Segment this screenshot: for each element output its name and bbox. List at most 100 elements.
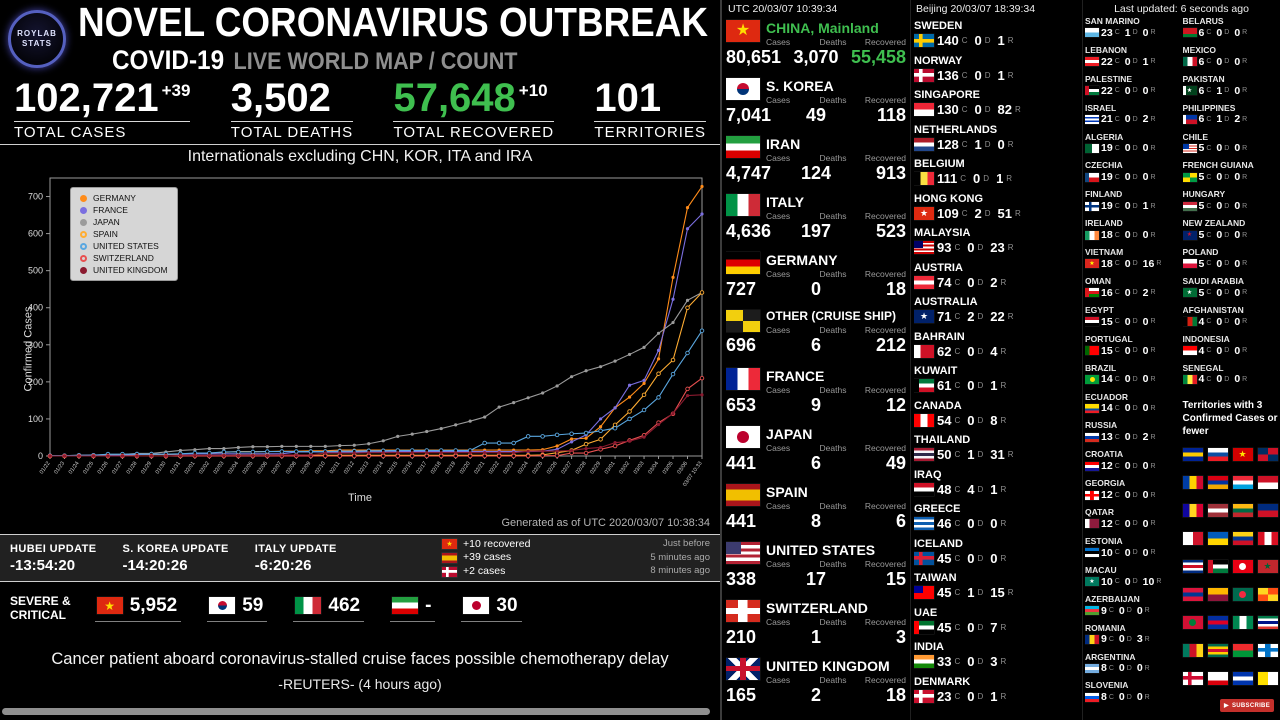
logo-text-line2: STATS [21, 39, 53, 48]
series-marker-japan [642, 345, 646, 349]
unit-r: R [1144, 693, 1150, 701]
recovered-label: Recovered [864, 211, 906, 222]
iran-flag-icon [726, 136, 760, 158]
series-marker-united-states [294, 449, 299, 454]
territory-flag-icon [1232, 615, 1253, 629]
series-marker-united-kingdom [598, 445, 603, 450]
japan-flag-icon [726, 426, 760, 448]
country-name: OMAN [1085, 277, 1111, 287]
unit-d: D [1224, 144, 1230, 152]
deaths-value: 0 [810, 279, 821, 300]
series-marker-japan [381, 439, 385, 443]
total-recovered-numbers: 57,648 +10 [393, 78, 554, 118]
territory-flag-icon [1207, 475, 1228, 489]
recovered-value: 913 [875, 163, 906, 184]
unit-r: R [1000, 484, 1007, 494]
series-marker-united-kingdom [685, 393, 690, 398]
series-marker-united-states [583, 430, 589, 436]
azerbaijan-flag-icon [1085, 606, 1099, 616]
series-marker-united-kingdom [352, 451, 356, 455]
count-r: 7 [990, 619, 998, 635]
country-name: VIETNAM [1085, 248, 1124, 258]
unit-c: C [954, 484, 961, 494]
country-name: ALGERIA [1085, 132, 1124, 142]
severe-item-japan: 30 [461, 595, 522, 622]
country-name: BELARUS [1182, 17, 1224, 26]
sweden-flag-icon [914, 34, 934, 48]
update-label: HUBEI UPDATE [10, 542, 97, 555]
country-name: PORTUGAL [1085, 334, 1133, 344]
x-tick-label: 02/01 [184, 461, 197, 476]
x-tick-label: 01/30 [155, 461, 168, 476]
series-marker-japan [483, 415, 487, 419]
country-row-indonesia: INDONESIA 4 C 0 D 0 R [1182, 335, 1279, 364]
cases-label: Cases [766, 559, 791, 570]
header: ROYLAB STATS NOVEL CORONAVIRUS OUTBREAK … [0, 0, 720, 78]
deaths-label: Deaths [819, 269, 847, 280]
china-flag-icon: ★ [96, 597, 123, 614]
series-marker-japan [598, 365, 603, 369]
unit-r: R [1156, 260, 1162, 268]
event-time: 8 minutes ago [650, 565, 710, 577]
series-marker-united-kingdom [338, 451, 342, 455]
newzealand-flag-icon: ★ [1182, 230, 1197, 240]
austria-flag-icon [914, 275, 934, 289]
unit-c: C [1114, 29, 1120, 37]
deaths-label: Deaths [819, 385, 847, 396]
unit-r: R [1150, 549, 1156, 557]
unit-c: C [1206, 87, 1212, 95]
georgia-flag-icon [1085, 490, 1099, 500]
series-marker-united-states [569, 431, 574, 437]
logo-text-line1: ROYLAB [17, 29, 57, 39]
country-row-oman: OMAN 16 C 0 D 2 R [1085, 277, 1179, 306]
subscribe-button[interactable]: ▶ SUBSCRIBE [1220, 699, 1274, 712]
finland-flag-icon [1085, 201, 1099, 211]
recovered-value: 49 [885, 453, 906, 474]
unit-d: D [984, 70, 991, 80]
recovered-label: Recovered [864, 269, 906, 280]
series-marker-switzerland [323, 453, 328, 459]
country-block-united-states: UNITED STATES Cases Deaths Recovered 338 17 15 [726, 539, 906, 597]
country-name: CZECHIA [1085, 161, 1123, 171]
norway-flag-icon [914, 68, 934, 82]
unit-d: D [1132, 318, 1138, 326]
country-row-croatia: CROATIA 12 C 0 D 0 R [1085, 450, 1179, 479]
cases-value: 696 [726, 334, 757, 355]
severe-critical-items: ★ 5,952 59 462 - 30 [94, 594, 522, 622]
count-r: 0 [1234, 373, 1241, 386]
series-marker-united-kingdom [497, 451, 501, 455]
count-c: 9 [1101, 604, 1107, 617]
country-name: MACAU [1085, 565, 1117, 575]
y-tick-label: 300 [28, 340, 43, 350]
territory-flag-icon [1207, 587, 1228, 601]
count-c: 12 [1101, 460, 1113, 473]
count-r: 0 [1234, 344, 1241, 357]
count-c: 45 [937, 619, 952, 635]
series-marker-germany [685, 206, 690, 210]
iceland-flag-icon [914, 551, 934, 565]
territories-label: TERRITORIES [594, 121, 706, 141]
series-marker-united-states [670, 371, 676, 377]
unit-r: R [1242, 231, 1248, 239]
country-row-azerbaijan: AZERBAIJAN 9 C 0 D 0 R [1085, 595, 1179, 624]
series-marker-switzerland [699, 375, 705, 381]
country-name: DENMARK [914, 675, 971, 688]
country-name: QATAR [1085, 508, 1114, 518]
severe-value: 462 [328, 594, 361, 616]
country-name: IRAN [766, 136, 801, 152]
australia-flag-icon: ★ [914, 310, 934, 324]
territory-flag-icon [1207, 447, 1228, 461]
unit-d: D [977, 277, 984, 287]
country-name: FRENCH GUIANA [1182, 161, 1254, 171]
y-axis-label: Confirmed Cases [22, 306, 35, 392]
series-marker-united-states [540, 434, 545, 439]
deaths-label: Deaths [819, 324, 847, 335]
bottom-scrollbar[interactable] [2, 708, 710, 715]
count-c: 8 [1101, 691, 1107, 704]
page-subtitle: COVID-19 LIVE WORLD MAP / COUNT [112, 45, 711, 76]
series-marker-united-kingdom [439, 451, 443, 455]
unit-c: C [954, 553, 961, 563]
count-r: 0 [1142, 460, 1149, 473]
x-tick-label: 02/24 [517, 461, 530, 476]
poland-flag-icon [1182, 259, 1197, 269]
